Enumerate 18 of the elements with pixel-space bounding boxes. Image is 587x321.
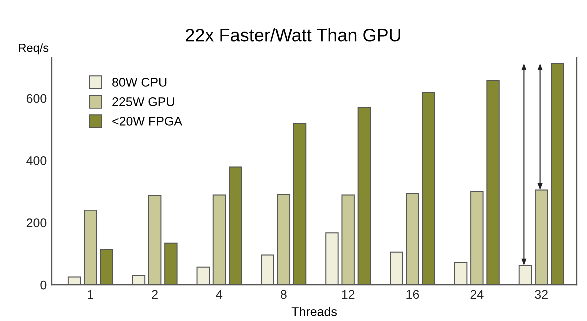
legend-label: 80W CPU: [112, 78, 167, 87]
legend-label: 225W GPU: [112, 98, 174, 106]
x-tick-label: 24: [470, 290, 484, 299]
legend-label: <20W FPGA: [112, 116, 182, 126]
y-tick-label: 0: [40, 280, 47, 290]
x-tick-label: 16: [406, 290, 420, 300]
y-axis-title: Req/s: [19, 44, 49, 55]
x-tick-label: 4: [216, 290, 223, 299]
x-tick-label: 2: [152, 290, 158, 299]
y-tick-label: 600: [26, 94, 47, 104]
x-tick-label: 1: [88, 290, 94, 299]
x-tick-label: 8: [280, 290, 287, 300]
x-tick-label: 32: [535, 290, 548, 300]
x-axis-title: Threads: [292, 307, 337, 316]
x-tick-label: 12: [342, 290, 355, 299]
y-tick-label: 400: [26, 156, 47, 166]
y-tick-label: 200: [26, 218, 47, 228]
chart-title: 22x Faster/Watt Than GPU: [186, 28, 400, 42]
